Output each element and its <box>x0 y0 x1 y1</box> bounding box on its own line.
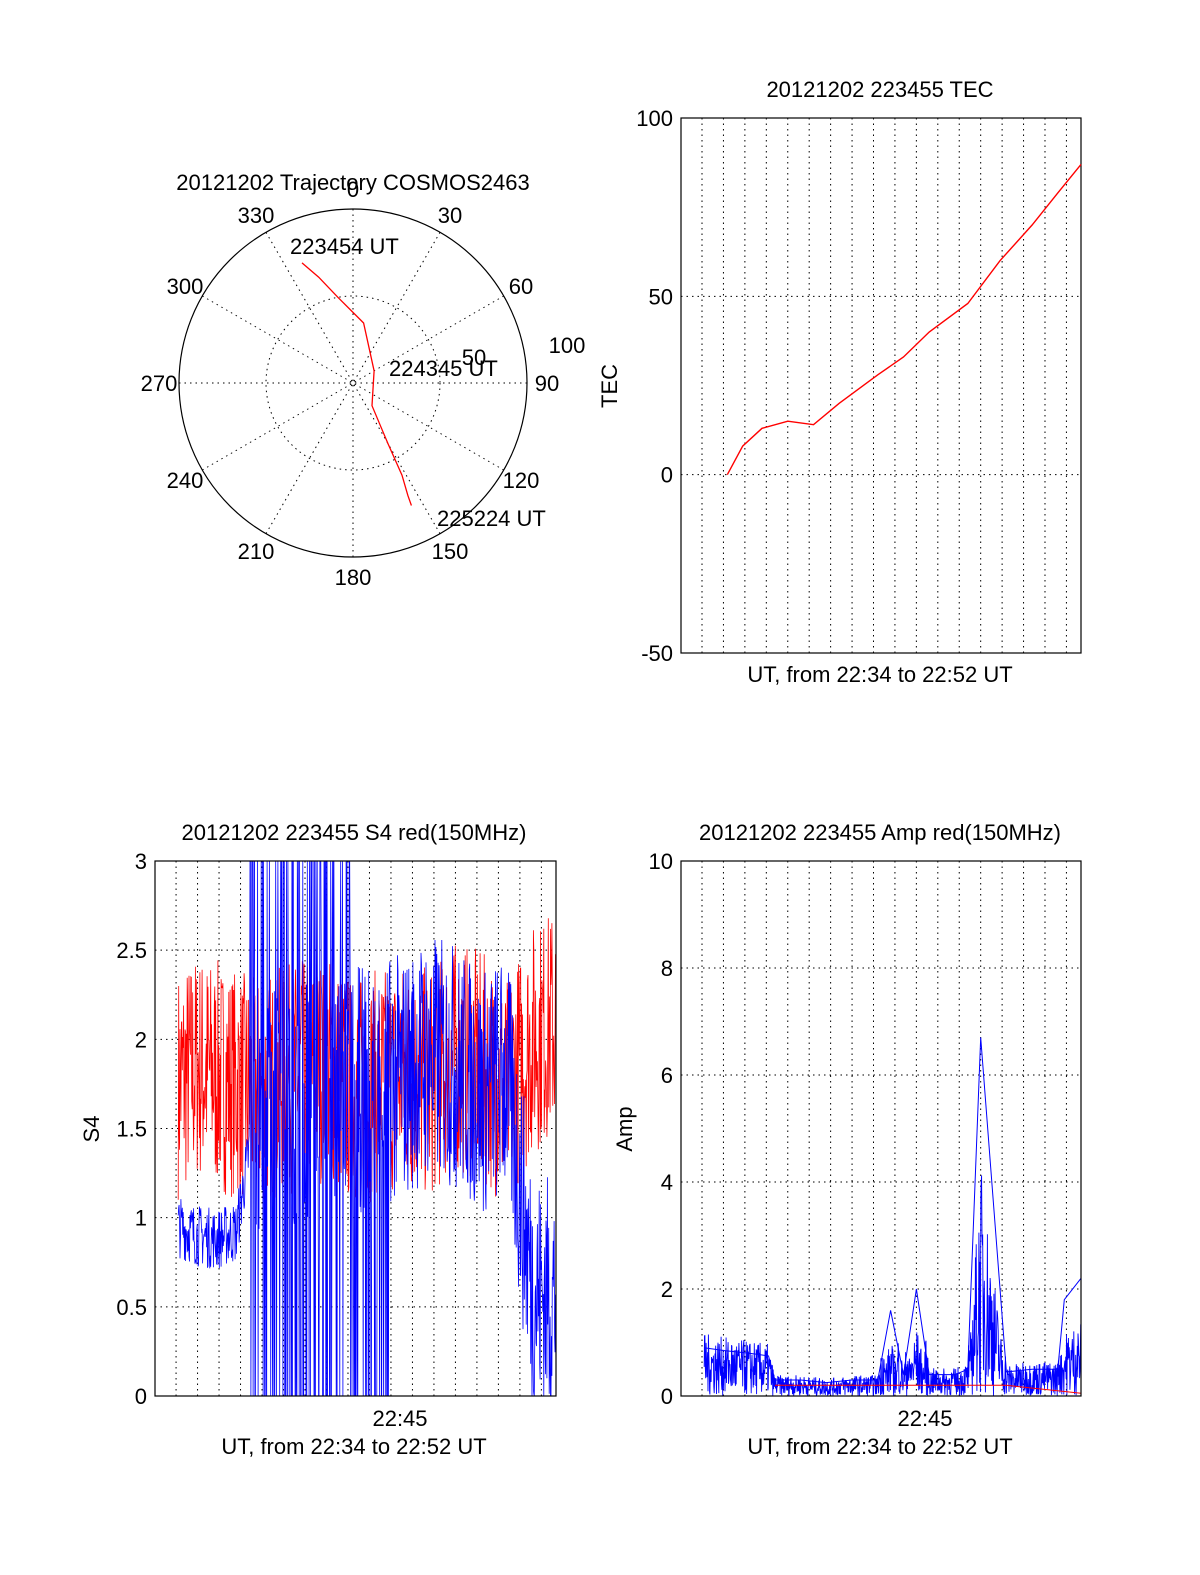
amp-y-tick-10: 10 <box>649 849 673 874</box>
s4-y-tick-1: 1 <box>135 1206 147 1231</box>
tec-y-tick-0: 0 <box>661 463 673 488</box>
s4-noise-traces <box>177 860 557 1397</box>
tec-series-line <box>726 163 1082 476</box>
s4-title: 20121202 223455 S4 red(150MHz) <box>182 820 527 845</box>
tec-chart: 20121202 223455 TEC 100 50 0 -50 TEC UT, fr… <box>597 77 1082 687</box>
amp-noise-traces <box>703 1175 1082 1397</box>
polar-spoke-120 <box>202 295 504 471</box>
tec-y-tick-50: 50 <box>649 284 673 309</box>
polar-chart: 20121202 Trajectory COSMOS2463 0 30 60 90 12… <box>141 170 586 590</box>
polar-angle-label-270: 270 <box>141 371 178 396</box>
s4-y-tick-3: 3 <box>135 849 147 874</box>
polar-angle-label-210: 210 <box>238 539 275 564</box>
s4-y-tick-1.5: 1.5 <box>116 1117 147 1142</box>
s4-frame <box>154 860 557 1397</box>
polar-angle-label-240: 240 <box>167 468 204 493</box>
amp-frame <box>680 860 1082 1397</box>
s4-x-label: UT, from 22:34 to 22:52 UT <box>221 1434 486 1459</box>
amp-chart: 20121202 223455 Amp red(150MHz) 1086420 … <box>612 820 1082 1459</box>
amp-y-tick-0: 0 <box>661 1384 673 1409</box>
s4-chart: 20121202 223455 S4 red(150MHz) 3 2.5 2 1.5 1… <box>79 820 557 1459</box>
polar-angle-label-30: 30 <box>438 203 462 228</box>
polar-angle-label-300: 300 <box>167 274 204 299</box>
s4-y-tick-2.5: 2.5 <box>116 938 147 963</box>
polar-spoke-150 <box>265 232 441 534</box>
amp-blue-noise-trace <box>703 1175 1082 1397</box>
s4-y-label: S4 <box>79 1116 104 1143</box>
polar-annotation-end: 225224 UT <box>437 506 546 531</box>
polar-outer-circle <box>178 208 528 558</box>
polar-spoke-60 <box>202 295 504 471</box>
s4-y-tick-0: 0 <box>135 1384 147 1409</box>
tec-frame <box>680 117 1082 654</box>
s4-y-tick-labels: 3 2.5 2 1.5 1 0.5 0 <box>116 849 147 1409</box>
tec-y-tick-100: 100 <box>636 106 673 131</box>
amp-y-tick-labels: 10 8 6 4 2 0 <box>649 849 673 1409</box>
tec-title: 20121202 223455 TEC <box>766 77 993 102</box>
tec-y-tick--50: -50 <box>641 641 673 666</box>
polar-angle-label-330: 330 <box>238 203 275 228</box>
polar-annotation-mid: 224345 UT <box>389 356 498 381</box>
amp-blue-series-line <box>704 1037 1082 1384</box>
amp-red-series-line <box>774 1384 1082 1394</box>
amp-title: 20121202 223455 Amp red(150MHz) <box>699 820 1061 845</box>
amp-y-label: Amp <box>612 1106 637 1151</box>
amp-y-tick-2: 2 <box>661 1277 673 1302</box>
amp-x-label: UT, from 22:34 to 22:52 UT <box>747 1434 1012 1459</box>
polar-radial-label-50: 50 <box>462 345 486 370</box>
s4-x-tick-2245: 22:45 <box>372 1406 427 1431</box>
amp-y-tick-6: 6 <box>661 1063 673 1088</box>
amp-grid <box>681 861 1081 1396</box>
amp-y-tick-8: 8 <box>661 956 673 981</box>
polar-angle-label-180: 180 <box>335 565 372 590</box>
polar-angle-label-150: 150 <box>432 539 469 564</box>
polar-grid-circle-50 <box>265 295 441 471</box>
tec-y-tick-labels: 100 50 0 -50 <box>636 106 673 666</box>
polar-angle-label-60: 60 <box>509 274 533 299</box>
tec-y-label: TEC <box>597 364 622 408</box>
s4-y-tick-0.5: 0.5 <box>116 1295 147 1320</box>
polar-title: 20121202 Trajectory COSMOS2463 <box>176 170 529 195</box>
s4-y-tick-2: 2 <box>135 1027 147 1052</box>
polar-grid <box>179 209 527 557</box>
polar-angle-label-0: 0 <box>347 177 359 202</box>
amp-y-tick-4: 4 <box>661 1170 673 1195</box>
polar-angle-label-90: 90 <box>535 371 559 396</box>
polar-annotation-start: 223454 UT <box>290 234 399 259</box>
tec-grid <box>681 118 1081 653</box>
s4-blue-noise-trace <box>177 860 557 1397</box>
polar-trajectory-line <box>301 262 413 506</box>
polar-angle-label-120: 120 <box>503 468 540 493</box>
tec-x-label: UT, from 22:34 to 22:52 UT <box>747 662 1012 687</box>
polar-radial-label-100: 100 <box>549 333 586 358</box>
amp-x-tick-2245: 22:45 <box>897 1406 952 1431</box>
polar-spoke-30 <box>265 232 441 534</box>
polar-angle-labels: 0 30 60 90 120 150 180 210 240 270 300 330 <box>141 177 560 590</box>
